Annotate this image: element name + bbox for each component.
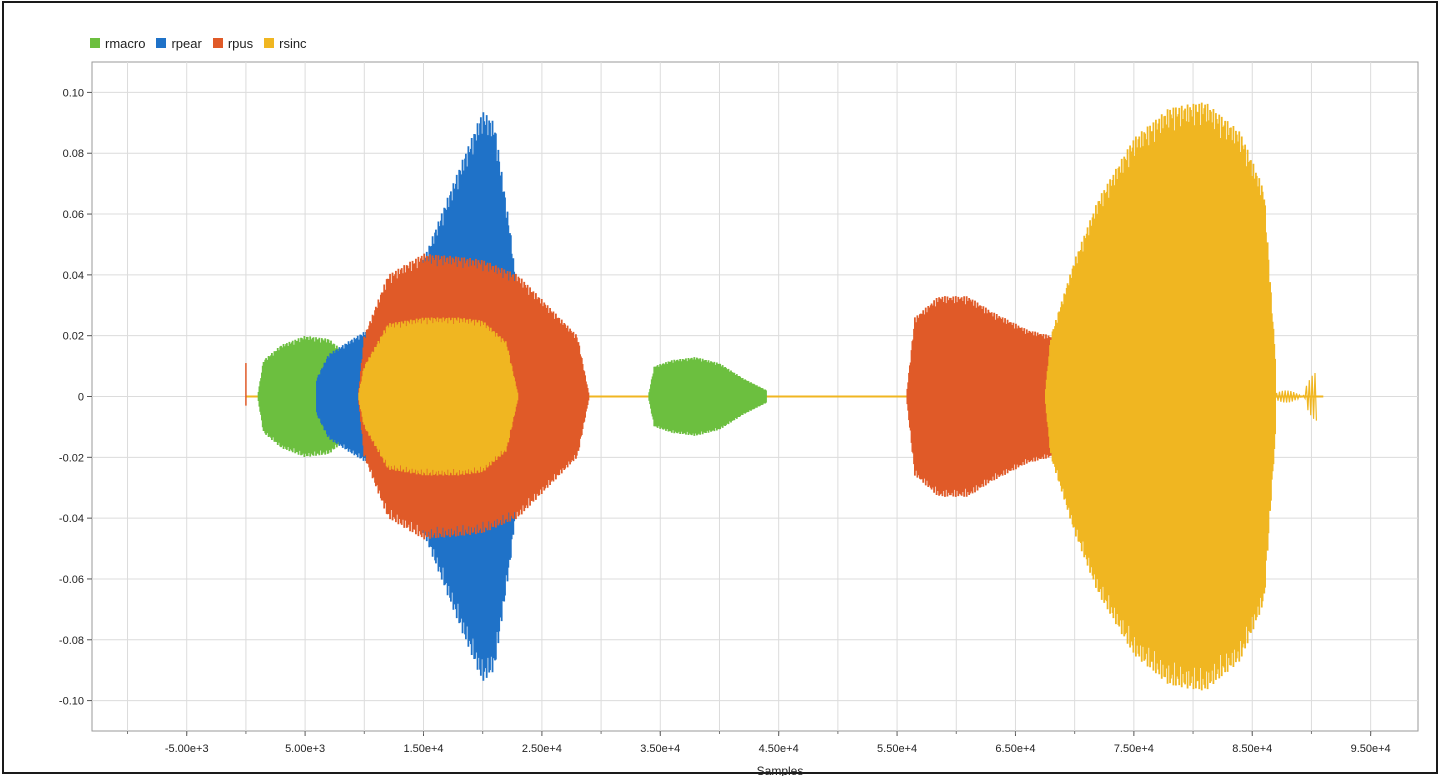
x-tick-label: 2.50e+4 xyxy=(522,743,562,755)
legend-swatch xyxy=(156,38,167,48)
legend-swatch xyxy=(264,38,275,48)
series-rsinc xyxy=(358,102,1276,691)
series-rsinc-lobe xyxy=(1045,102,1276,691)
legend-label: rmacro xyxy=(105,35,146,51)
x-tick-label: 3.50e+4 xyxy=(640,743,680,755)
y-tick-label: 0 xyxy=(78,392,84,404)
axes: -5.00e+3 5.00e+3 1.50e+4 2.50e+4 3.50e+4 4.50… xyxy=(59,87,1391,776)
x-tick-label: 6.50e+4 xyxy=(995,743,1035,755)
x-tick-label: 5.00e+3 xyxy=(285,743,325,755)
x-tick-label: 9.50e+4 xyxy=(1351,743,1391,755)
legend-swatch xyxy=(212,38,223,48)
y-tick-label: 0.10 xyxy=(63,87,84,99)
y-tick-label: -0.10 xyxy=(59,696,84,708)
x-axis-title: Samples xyxy=(757,764,804,776)
x-tick-label: 4.50e+4 xyxy=(759,743,799,755)
y-tick-label: 0.04 xyxy=(63,270,84,282)
legend-item-rsinc[interactable]: rsinc xyxy=(264,35,307,51)
legend-item-rmacro[interactable]: rmacro xyxy=(90,36,145,51)
x-tick-label: -5.00e+3 xyxy=(165,743,209,755)
y-tick-label: -0.06 xyxy=(59,574,84,586)
x-tick-label: 5.50e+4 xyxy=(877,743,917,755)
legend-swatch xyxy=(90,38,100,48)
y-tick-label: 0.06 xyxy=(63,209,84,221)
x-tick-label: 8.50e+4 xyxy=(1232,743,1272,755)
legend-item-rpear[interactable]: rpear xyxy=(156,35,202,51)
y-tick-label: -0.04 xyxy=(59,513,84,525)
x-tick-label: 1.50e+4 xyxy=(403,743,443,755)
y-tick-label: -0.08 xyxy=(59,635,84,647)
legend-label: rsinc xyxy=(279,35,307,51)
series-rpus-lobe xyxy=(906,296,1052,497)
series-rmacro-lobe xyxy=(648,357,767,436)
series-rsinc-lobe xyxy=(358,317,519,476)
legend-label: rpear xyxy=(171,35,202,51)
y-tick-label: 0.08 xyxy=(63,148,84,160)
series-layer xyxy=(245,102,1324,691)
legend: rmacro rpear rpus rsinc xyxy=(90,35,307,51)
legend-label: rpus xyxy=(227,35,254,51)
legend-item-rpus[interactable]: rpus xyxy=(212,35,254,51)
y-tick-label: -0.02 xyxy=(59,452,84,464)
y-tick-label: 0.02 xyxy=(63,331,84,343)
x-tick-label: 7.50e+4 xyxy=(1114,743,1154,755)
